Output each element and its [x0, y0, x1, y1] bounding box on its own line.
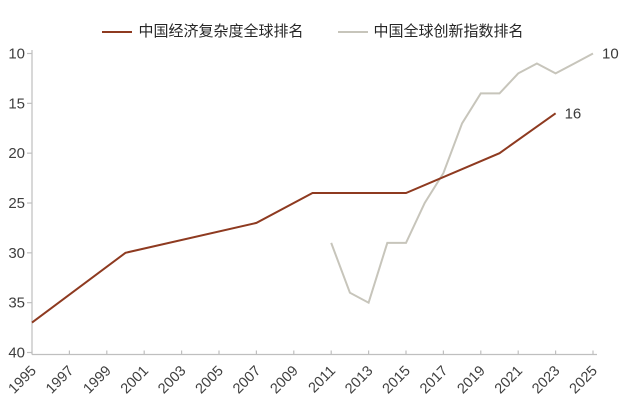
- y-axis-tick-label: 30: [8, 245, 25, 262]
- x-axis-tick-label: 2023: [529, 363, 563, 397]
- series-line-0: [330, 52, 594, 305]
- x-axis-tick-label: 2015: [380, 363, 414, 397]
- x-axis-tick-label: 2019: [454, 363, 488, 397]
- series-end-label-0: 10: [602, 46, 619, 63]
- x-axis-tick-label: 2013: [342, 363, 376, 397]
- y-axis-tick-label: 15: [8, 95, 25, 112]
- y-axis-tick-label: 20: [8, 145, 25, 162]
- x-axis-tick-label: 1997: [43, 363, 77, 397]
- series-line-1: [31, 112, 557, 324]
- x-axis-tick-label: 2003: [155, 363, 189, 397]
- x-axis-tick-label: 1995: [6, 363, 40, 397]
- x-axis-tick-label: 2017: [417, 363, 451, 397]
- x-axis-tick-label: 2025: [567, 363, 601, 397]
- x-axis-tick-label: 2009: [267, 363, 301, 397]
- x-axis-tick-label: 2007: [230, 363, 264, 397]
- y-axis-tick-label: 10: [8, 46, 25, 63]
- y-axis-tick-label: 25: [8, 195, 25, 212]
- x-axis-tick-label: 2005: [193, 363, 227, 397]
- x-axis-tick-label: 2011: [306, 363, 339, 396]
- x-axis-tick-label: 1999: [80, 363, 114, 397]
- series-end-label-1: 16: [565, 105, 582, 122]
- x-axis-tick-label: 2021: [492, 363, 526, 397]
- y-axis-tick-label: 40: [8, 345, 25, 362]
- y-axis-tick-label: 35: [8, 295, 25, 312]
- x-axis-tick-label: 2001: [118, 363, 152, 397]
